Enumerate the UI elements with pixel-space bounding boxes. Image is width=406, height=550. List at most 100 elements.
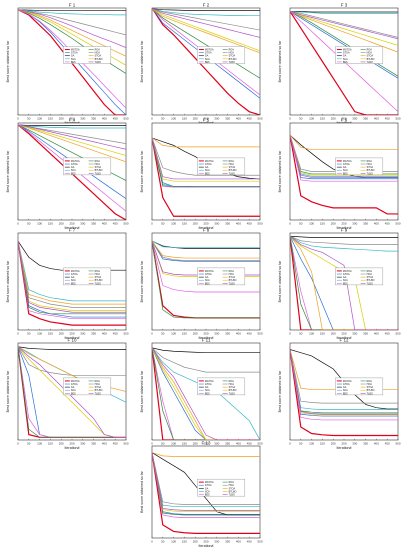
- x-tick-label: 500: [395, 222, 400, 226]
- x-tick-label: 0: [289, 222, 291, 226]
- series-line-stoa: [18, 241, 126, 305]
- x-tick-label: 100: [171, 222, 176, 226]
- series-line-bes: [290, 349, 398, 421]
- legend: [335, 46, 384, 64]
- legend-label: BTLBO: [95, 279, 103, 282]
- x-tick-label: 200: [59, 332, 64, 336]
- legend: [63, 267, 112, 286]
- legend-label: HOA: [229, 383, 235, 386]
- legend-label: GA: [71, 276, 75, 279]
- series-line-tlbo: [152, 452, 260, 511]
- legend-label: STOA: [367, 166, 374, 169]
- x-axis-label: Iteration#: [337, 226, 352, 230]
- x-tick-label: 500: [257, 540, 262, 544]
- legend-label: SCA: [205, 58, 210, 61]
- x-tick-label: 300: [80, 117, 85, 121]
- series-line-btlbo: [152, 137, 260, 182]
- y-axis-label: Best score obtained so far: [140, 370, 144, 413]
- legend-label: BES: [343, 392, 348, 395]
- legend-label: GA: [71, 386, 75, 389]
- x-tick-label: 200: [59, 442, 64, 446]
- series-line-hoa: [18, 124, 126, 144]
- x-tick-label: 350: [363, 222, 368, 226]
- series-line-bes: [290, 236, 398, 330]
- legend-label: ROA: [95, 160, 101, 163]
- x-tick-label: 300: [352, 332, 357, 336]
- legend: [197, 377, 246, 396]
- x-tick-label: 400: [102, 442, 107, 446]
- chart-panel-8: F 8 0 50 100 150 200 250 300 350 400 450 500 Iterati…: [140, 228, 263, 341]
- series-line-bes: [152, 137, 260, 188]
- series-line-tlbo: [152, 347, 260, 440]
- legend-label: SCA: [71, 58, 76, 61]
- series-line-bes: [152, 452, 260, 518]
- legend-label: ROA: [95, 380, 101, 383]
- x-tick-label: 50: [161, 117, 165, 121]
- legend-label: ROA: [367, 380, 373, 383]
- legend: [63, 157, 112, 176]
- legend-label: MGTOA: [71, 160, 80, 163]
- legend-label: BTLBO: [229, 389, 237, 392]
- series-line-gtoa: [290, 236, 398, 330]
- legend-label: GA: [343, 55, 347, 58]
- x-tick-label: 300: [352, 442, 357, 446]
- x-tick-label: 400: [236, 117, 241, 121]
- legend-label: ROA: [95, 49, 101, 52]
- legend-label: HOA: [229, 163, 235, 166]
- legend: [197, 267, 246, 286]
- x-tick-label: 50: [299, 442, 303, 446]
- x-tick-label: 300: [352, 117, 357, 121]
- x-tick-label: 150: [182, 332, 187, 336]
- x-tick-label: 350: [91, 117, 96, 121]
- legend: [335, 157, 384, 176]
- legend-label: MGTOA: [343, 380, 352, 383]
- legend: [63, 46, 112, 64]
- x-tick-label: 0: [17, 222, 19, 226]
- x-tick-label: 100: [309, 222, 314, 226]
- legend-label: ROA: [95, 270, 101, 273]
- series-line-stoa: [152, 347, 260, 440]
- legend-label: TLBO: [229, 172, 235, 175]
- legend-label: ROA: [367, 160, 373, 163]
- series-line-sca: [152, 8, 260, 17]
- x-tick-label: 50: [299, 222, 303, 226]
- series-line-ga: [18, 124, 126, 126]
- x-tick-label: 0: [151, 332, 153, 336]
- x-tick-label: 0: [17, 442, 19, 446]
- x-tick-label: 300: [214, 222, 219, 226]
- series-line-stoa: [290, 11, 398, 53]
- x-tick-label: 450: [113, 332, 118, 336]
- x-tick-label: 150: [182, 222, 187, 226]
- x-tick-label: 350: [225, 540, 230, 544]
- x-tick-label: 200: [331, 222, 336, 226]
- x-tick-label: 200: [193, 117, 198, 121]
- x-tick-label: 50: [161, 540, 165, 544]
- legend-label: GA: [205, 386, 209, 389]
- x-tick-label: 100: [37, 222, 42, 226]
- legend-label: SCA: [71, 279, 76, 282]
- series-line-stoa: [18, 124, 126, 163]
- legend-label: BTLBO: [229, 490, 237, 493]
- series-line-stoa: [152, 452, 260, 457]
- legend-label: SCA: [343, 169, 348, 172]
- series-line-stoa: [152, 8, 260, 54]
- x-tick-label: 500: [395, 332, 400, 336]
- x-tick-label: 250: [341, 332, 346, 336]
- y-axis-label: Best score obtained so far: [278, 40, 282, 83]
- x-tick-label: 50: [27, 117, 31, 121]
- series-line-mgtoa: [152, 452, 260, 535]
- legend-label: STOA: [229, 276, 236, 279]
- legend-label: MGTOA: [71, 49, 80, 52]
- chart-panel-3: F 3050100150200250300350400450500Iterati…: [278, 3, 401, 126]
- x-tick-label: 500: [257, 222, 262, 226]
- legend-label: BES: [205, 172, 210, 175]
- x-tick-label: 200: [331, 117, 336, 121]
- chart-title: F 12: [339, 338, 349, 343]
- x-tick-label: 200: [59, 117, 64, 121]
- y-axis-label: Best score obtained so far: [6, 40, 10, 83]
- legend-label: SCA: [343, 279, 348, 282]
- legend-label: BTLBO: [367, 58, 375, 61]
- legend-label: HOA: [229, 52, 235, 55]
- legend-label: GA: [205, 487, 209, 490]
